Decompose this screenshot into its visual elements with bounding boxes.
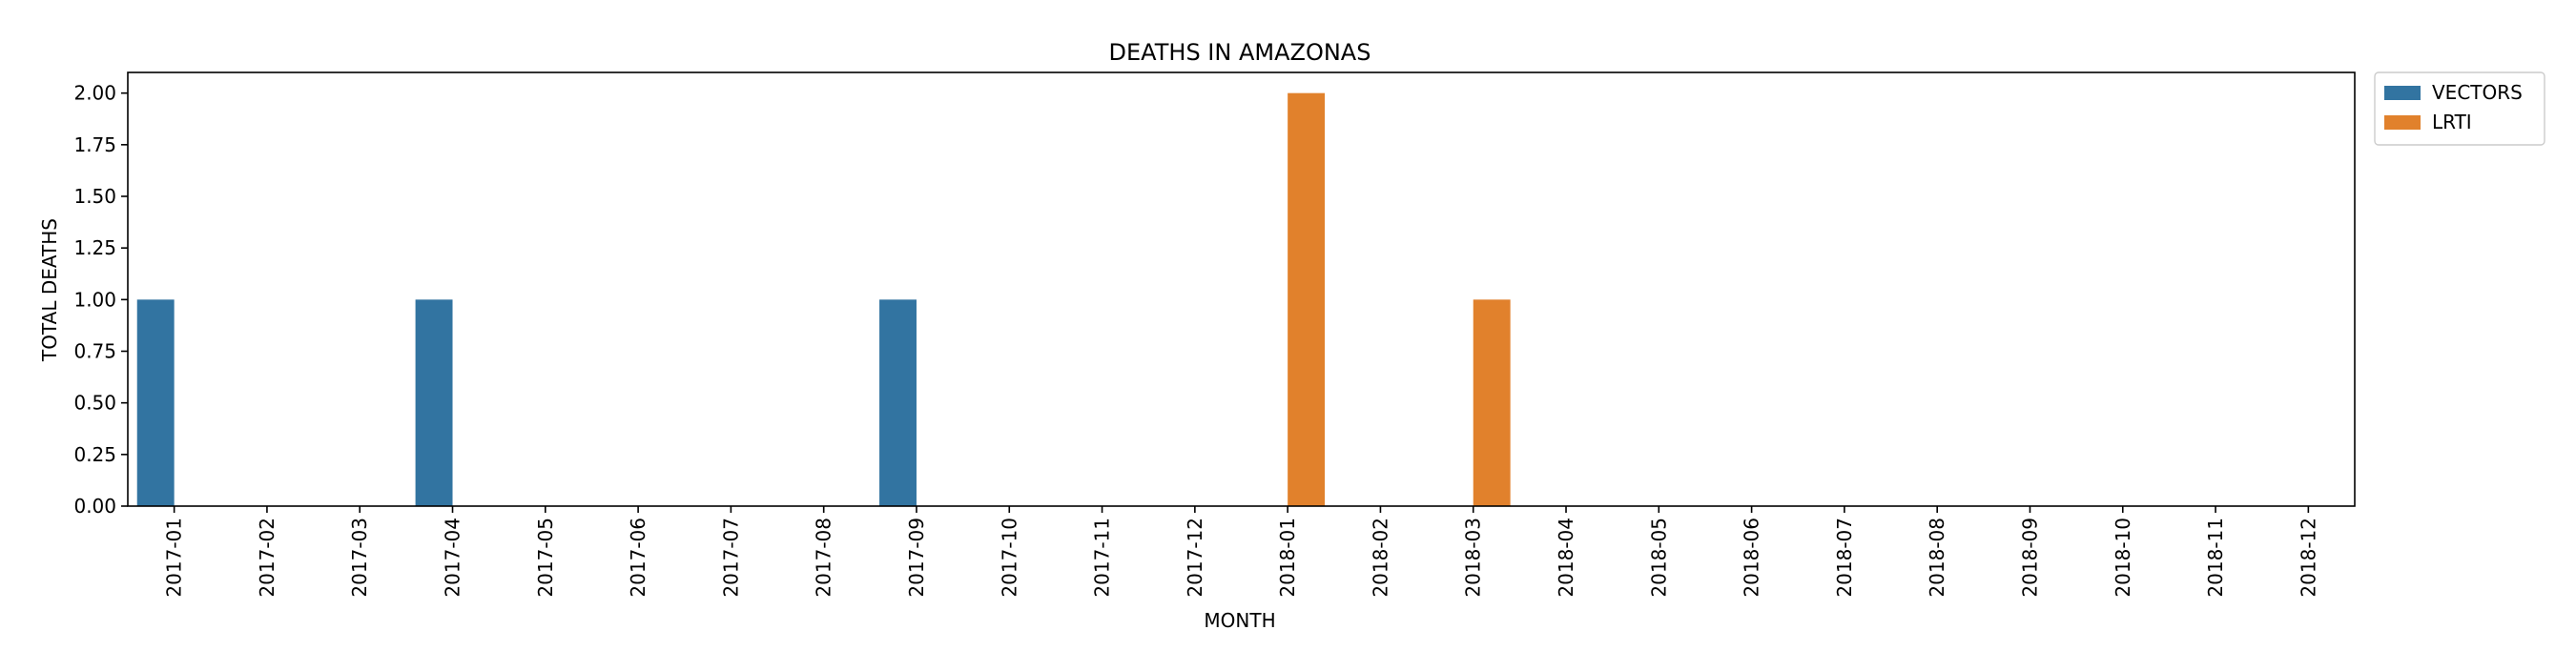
- y-tick-label: 0.25: [73, 443, 116, 466]
- bar-lrti-2018-03: [1473, 299, 1511, 506]
- legend-swatch-vectors: [2384, 86, 2421, 100]
- y-tick-label: 0.50: [73, 392, 116, 415]
- bar-lrti-2018-01: [1288, 92, 1326, 507]
- x-tick-label: 2017-05: [534, 518, 557, 598]
- x-tick-label: 2017-12: [1184, 518, 1206, 598]
- y-axis-label: TOTAL DEATHS: [38, 218, 61, 362]
- x-axis-label: MONTH: [1204, 609, 1275, 632]
- x-tick-label: 2018-03: [1462, 518, 1485, 598]
- x-tick-label: 2017-10: [998, 518, 1020, 598]
- y-tick-label: 2.00: [73, 82, 116, 105]
- x-tick-label: 2018-01: [1276, 518, 1299, 598]
- x-tick-label: 2018-08: [1926, 518, 1948, 598]
- bars-layer: [136, 92, 1511, 507]
- legend-swatch-lrti: [2384, 115, 2421, 130]
- y-tick-label: 1.75: [73, 133, 116, 156]
- legend: VECTORS LRTI: [2374, 71, 2545, 146]
- y-axis: 0.00 0.25 0.50 0.75 1.00 1.25 1.50 1.75 2.00: [73, 82, 128, 518]
- chart-title: DEATHS IN AMAZONAS: [1109, 39, 1371, 66]
- legend-label-lrti: LRTI: [2432, 111, 2472, 133]
- x-tick-label: 2018-07: [1833, 518, 1856, 598]
- x-axis: 2017-01 2017-02 2017-03 2017-04 2017-05 2017-…: [163, 506, 2319, 598]
- x-tick-label: 2017-09: [905, 518, 928, 598]
- bar-vectors-2017-01: [136, 299, 175, 506]
- x-tick-label: 2018-12: [2297, 518, 2319, 598]
- x-tick-label: 2018-09: [2018, 518, 2041, 598]
- x-tick-label: 2017-08: [813, 518, 835, 598]
- x-tick-label: 2017-01: [163, 518, 186, 598]
- y-tick-label: 1.50: [73, 185, 116, 208]
- x-tick-label: 2018-05: [1647, 518, 1670, 598]
- x-tick-label: 2018-06: [1741, 518, 1763, 598]
- x-tick-label: 2017-04: [442, 518, 464, 598]
- x-tick-label: 2018-04: [1555, 518, 1577, 598]
- legend-label-vectors: VECTORS: [2432, 81, 2523, 104]
- x-tick-label: 2017-02: [256, 518, 278, 598]
- x-tick-label: 2017-11: [1091, 518, 1114, 598]
- bar-vectors-2017-04: [415, 299, 453, 506]
- x-tick-label: 2018-10: [2112, 518, 2134, 598]
- y-tick-label: 0.00: [73, 495, 116, 518]
- x-tick-label: 2018-11: [2204, 518, 2227, 598]
- x-tick-label: 2017-03: [348, 518, 371, 598]
- plot-frame: [127, 71, 2356, 507]
- y-tick-label: 1.25: [73, 236, 116, 259]
- y-tick-label: 1.00: [73, 288, 116, 311]
- x-tick-label: 2017-06: [627, 518, 649, 598]
- x-tick-label: 2017-07: [719, 518, 742, 598]
- y-tick-label: 0.75: [73, 340, 116, 363]
- bar-vectors-2017-09: [879, 299, 917, 506]
- x-tick-label: 2018-02: [1369, 518, 1391, 598]
